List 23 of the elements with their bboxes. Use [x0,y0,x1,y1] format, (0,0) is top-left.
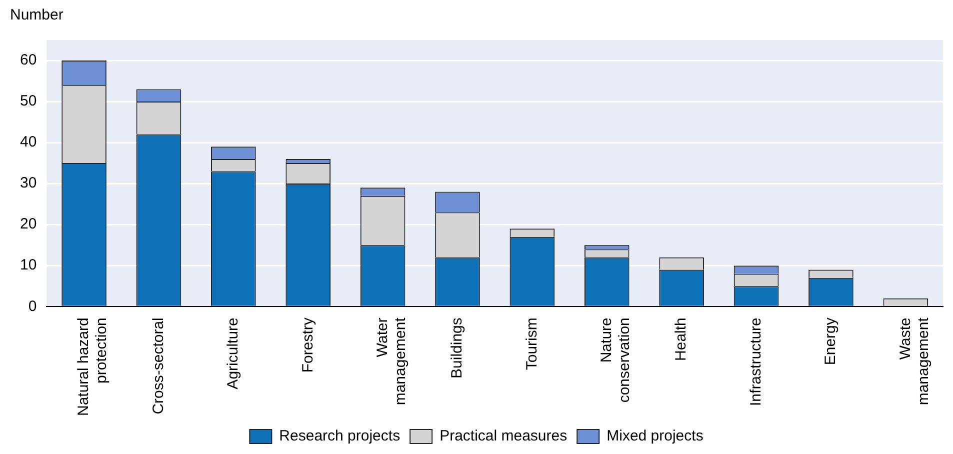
y-tick-label: 20 [20,216,37,233]
y-tick-label: 30 [20,174,37,192]
x-tick-label: Infrastructure [747,318,764,406]
legend-label: Mixed projects [606,428,704,445]
x-tick-label: Tourism [523,318,540,370]
legend-label: Practical measures [440,428,568,445]
y-tick-label: 60 [20,52,37,69]
x-tick-label: Natural hazard protection [75,318,110,416]
x-tick-label: Water management [374,316,409,406]
y-tick-label: 10 [20,256,37,274]
y-tick-label: 0 [28,298,37,315]
y-tick-label: 50 [20,92,37,110]
x-tick-label: Agriculture [224,318,242,390]
x-tick-label: Waste management [896,316,932,406]
x-tick-label: Buildings [448,318,466,378]
x-tick-label: Forestry [299,317,316,373]
legend-label: Research projects [279,428,400,445]
x-tick-label: Cross-sectoral [150,318,167,414]
x-tick-label: Health [672,318,690,361]
x-tick-label: Nature conservation [598,318,634,403]
y-tick-label: 40 [20,134,37,151]
y-axis-title: Number [10,6,64,24]
x-tick-label: Energy [822,317,840,366]
